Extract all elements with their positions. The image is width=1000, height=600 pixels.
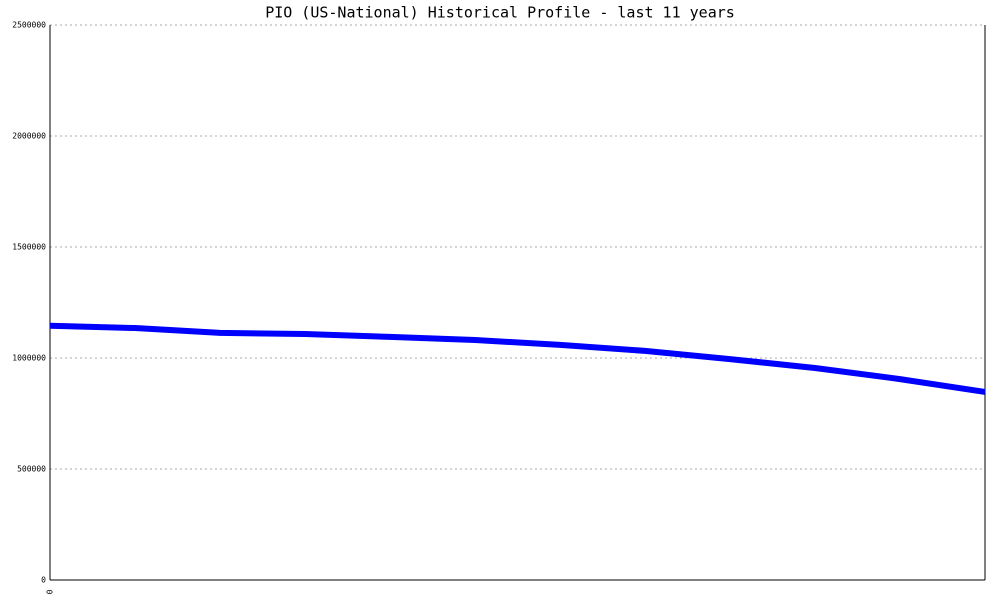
y-tick-label: 0 — [41, 576, 46, 585]
y-tick-label: 2500000 — [12, 21, 46, 30]
data-line — [49, 322, 986, 395]
y-tick-label: 1000000 — [12, 354, 46, 363]
y-tick-label: 500000 — [17, 465, 46, 474]
y-tick-label: 2000000 — [12, 132, 46, 141]
chart-title: PIO (US-National) Historical Profile - l… — [265, 4, 735, 22]
y-tick-label: 1500000 — [12, 243, 46, 252]
x-tick-label: 0 — [46, 589, 55, 594]
